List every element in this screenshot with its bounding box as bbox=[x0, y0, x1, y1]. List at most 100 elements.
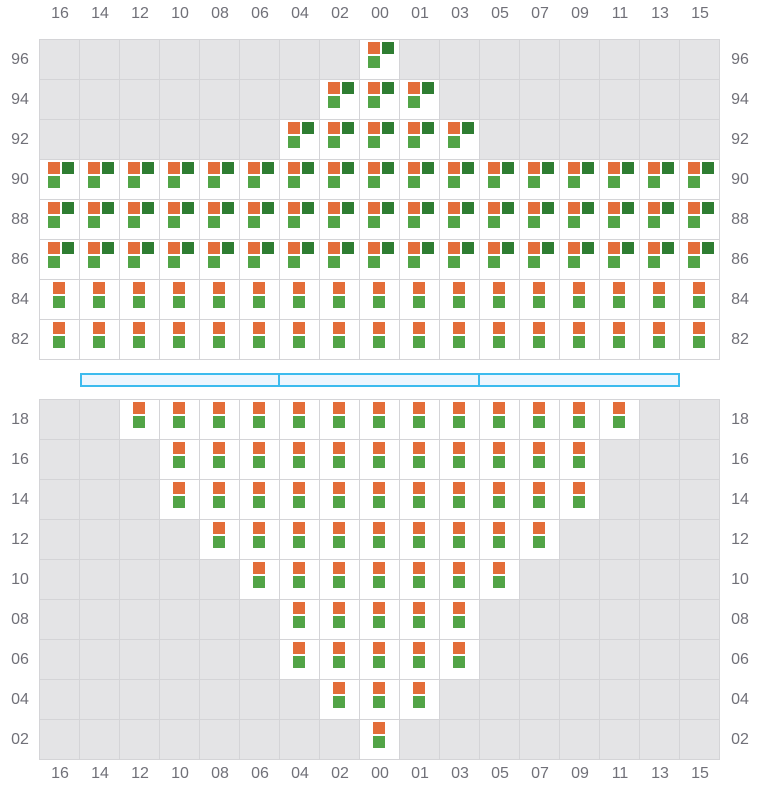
cell-available[interactable] bbox=[639, 279, 680, 320]
cell-available[interactable] bbox=[559, 239, 600, 280]
cell-available[interactable] bbox=[159, 199, 200, 240]
cell-available[interactable] bbox=[239, 439, 280, 480]
cell-available[interactable] bbox=[519, 199, 560, 240]
cell-available[interactable] bbox=[319, 679, 360, 720]
cell-available[interactable] bbox=[199, 479, 240, 520]
cell-available[interactable] bbox=[519, 239, 560, 280]
cell-available[interactable] bbox=[359, 679, 400, 720]
cell-available[interactable] bbox=[399, 599, 440, 640]
cell-available[interactable] bbox=[599, 239, 640, 280]
cell-available[interactable] bbox=[39, 199, 80, 240]
cell-available[interactable] bbox=[519, 399, 560, 440]
cell-available[interactable] bbox=[239, 319, 280, 360]
cell-available[interactable] bbox=[359, 519, 400, 560]
cell-available[interactable] bbox=[279, 519, 320, 560]
cell-available[interactable] bbox=[119, 319, 160, 360]
cell-available[interactable] bbox=[319, 519, 360, 560]
cell-available[interactable] bbox=[279, 239, 320, 280]
cell-available[interactable] bbox=[159, 239, 200, 280]
cell-available[interactable] bbox=[199, 399, 240, 440]
cell-available[interactable] bbox=[519, 479, 560, 520]
cell-available[interactable] bbox=[239, 479, 280, 520]
cell-available[interactable] bbox=[439, 639, 480, 680]
cell-available[interactable] bbox=[239, 159, 280, 200]
cell-available[interactable] bbox=[599, 399, 640, 440]
cell-available[interactable] bbox=[279, 599, 320, 640]
cell-available[interactable] bbox=[279, 479, 320, 520]
cell-available[interactable] bbox=[359, 239, 400, 280]
cell-available[interactable] bbox=[439, 199, 480, 240]
cell-available[interactable] bbox=[279, 319, 320, 360]
cell-available[interactable] bbox=[559, 399, 600, 440]
cell-available[interactable] bbox=[599, 319, 640, 360]
cell-available[interactable] bbox=[159, 159, 200, 200]
cell-available[interactable] bbox=[519, 159, 560, 200]
cell-available[interactable] bbox=[399, 399, 440, 440]
cell-available[interactable] bbox=[479, 239, 520, 280]
cell-available[interactable] bbox=[359, 79, 400, 120]
cell-available[interactable] bbox=[599, 279, 640, 320]
cell-available[interactable] bbox=[359, 279, 400, 320]
cell-available[interactable] bbox=[319, 199, 360, 240]
cell-available[interactable] bbox=[79, 279, 120, 320]
cell-available[interactable] bbox=[319, 479, 360, 520]
cell-available[interactable] bbox=[359, 599, 400, 640]
cell-available[interactable] bbox=[679, 239, 720, 280]
cell-available[interactable] bbox=[399, 239, 440, 280]
cell-available[interactable] bbox=[159, 439, 200, 480]
cell-available[interactable] bbox=[239, 199, 280, 240]
cell-available[interactable] bbox=[159, 319, 200, 360]
cell-available[interactable] bbox=[239, 239, 280, 280]
cell-available[interactable] bbox=[399, 679, 440, 720]
cell-available[interactable] bbox=[119, 199, 160, 240]
cell-available[interactable] bbox=[119, 159, 160, 200]
cell-available[interactable] bbox=[319, 239, 360, 280]
cell-available[interactable] bbox=[479, 279, 520, 320]
cell-available[interactable] bbox=[439, 559, 480, 600]
cell-available[interactable] bbox=[679, 159, 720, 200]
cell-available[interactable] bbox=[679, 199, 720, 240]
cell-available[interactable] bbox=[399, 639, 440, 680]
cell-available[interactable] bbox=[399, 319, 440, 360]
cell-available[interactable] bbox=[319, 439, 360, 480]
cell-available[interactable] bbox=[279, 559, 320, 600]
cell-available[interactable] bbox=[319, 279, 360, 320]
cell-available[interactable] bbox=[599, 159, 640, 200]
cell-available[interactable] bbox=[599, 199, 640, 240]
cell-available[interactable] bbox=[79, 159, 120, 200]
cell-available[interactable] bbox=[239, 399, 280, 440]
cell-available[interactable] bbox=[639, 159, 680, 200]
cell-available[interactable] bbox=[319, 639, 360, 680]
cell-available[interactable] bbox=[319, 559, 360, 600]
cell-available[interactable] bbox=[199, 519, 240, 560]
cell-available[interactable] bbox=[439, 239, 480, 280]
cell-available[interactable] bbox=[439, 119, 480, 160]
cell-available[interactable] bbox=[559, 319, 600, 360]
cell-available[interactable] bbox=[79, 199, 120, 240]
cell-available[interactable] bbox=[319, 119, 360, 160]
cell-available[interactable] bbox=[439, 399, 480, 440]
cell-available[interactable] bbox=[399, 479, 440, 520]
cell-available[interactable] bbox=[639, 319, 680, 360]
cell-available[interactable] bbox=[479, 439, 520, 480]
cell-available[interactable] bbox=[639, 199, 680, 240]
cell-available[interactable] bbox=[119, 399, 160, 440]
cell-available[interactable] bbox=[399, 159, 440, 200]
cell-available[interactable] bbox=[479, 319, 520, 360]
cell-available[interactable] bbox=[399, 439, 440, 480]
cell-available[interactable] bbox=[479, 559, 520, 600]
cell-available[interactable] bbox=[439, 599, 480, 640]
cell-available[interactable] bbox=[319, 79, 360, 120]
cell-available[interactable] bbox=[359, 559, 400, 600]
cell-available[interactable] bbox=[519, 279, 560, 320]
cell-available[interactable] bbox=[519, 439, 560, 480]
cell-available[interactable] bbox=[119, 239, 160, 280]
cell-available[interactable] bbox=[319, 399, 360, 440]
cell-available[interactable] bbox=[359, 719, 400, 760]
cell-available[interactable] bbox=[679, 319, 720, 360]
cell-available[interactable] bbox=[359, 319, 400, 360]
cell-available[interactable] bbox=[399, 279, 440, 320]
cell-available[interactable] bbox=[439, 519, 480, 560]
cell-available[interactable] bbox=[479, 519, 520, 560]
cell-available[interactable] bbox=[559, 479, 600, 520]
